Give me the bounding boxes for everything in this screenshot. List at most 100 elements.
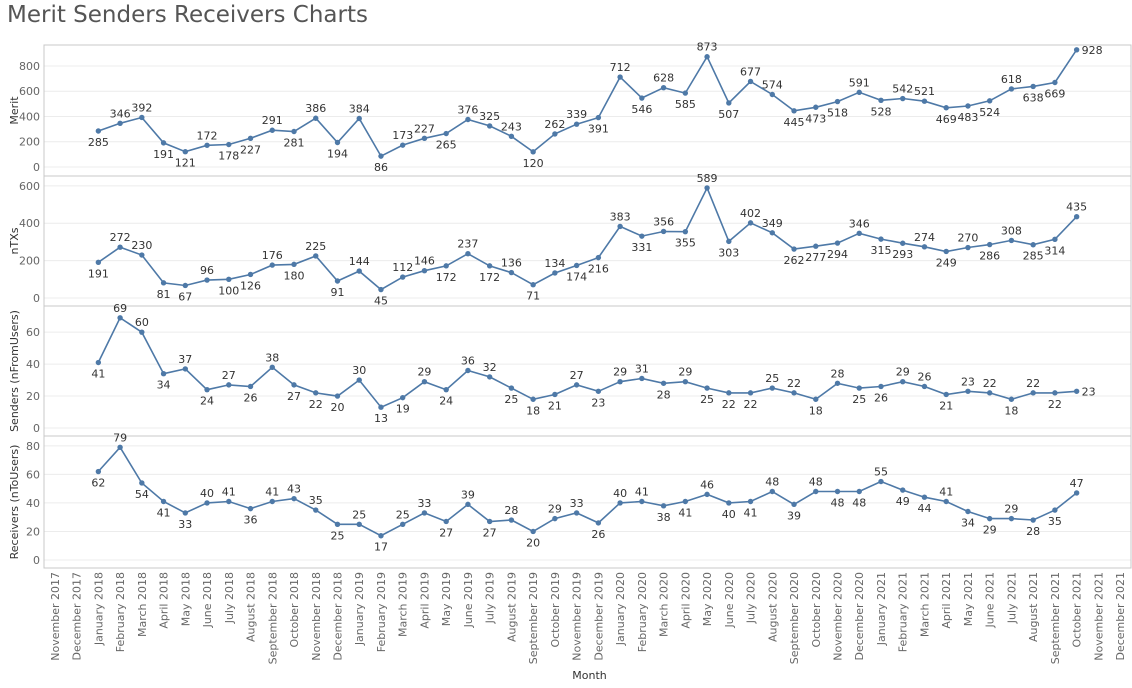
data-point <box>986 241 993 248</box>
data-point <box>465 367 471 374</box>
data-point <box>334 278 341 284</box>
data-label: 134 <box>544 257 565 270</box>
data-label: 44 <box>917 502 931 515</box>
data-point <box>682 90 689 96</box>
data-label: 27 <box>222 369 236 382</box>
data-point <box>878 383 884 390</box>
x-tick-label: November 2019 <box>571 572 584 661</box>
data-point <box>660 228 667 235</box>
x-tick-label: February 2020 <box>636 572 649 652</box>
x-tick-label: December 2021 <box>1114 572 1127 661</box>
data-label: 126 <box>240 279 261 292</box>
data-label: 20 <box>330 401 344 414</box>
data-point <box>747 78 754 85</box>
data-label: 21 <box>939 399 953 412</box>
data-point <box>421 378 428 385</box>
data-point <box>486 374 493 380</box>
y-tick-label: 600 <box>19 180 40 193</box>
panel-frame <box>43 435 1132 569</box>
x-tick-label: March 2019 <box>397 572 410 637</box>
data-label: 225 <box>305 240 326 253</box>
data-label: 144 <box>349 255 370 268</box>
data-label: 262 <box>784 254 805 267</box>
x-tick-label: May 2018 <box>179 572 192 626</box>
data-label: 112 <box>392 261 413 274</box>
data-point <box>334 521 341 528</box>
x-tick-label: December 2019 <box>592 572 605 661</box>
data-point <box>117 315 123 321</box>
x-tick-label: February 2021 <box>897 572 910 652</box>
x-tick-label: April 2018 <box>158 572 171 629</box>
data-point <box>400 274 406 280</box>
data-label: 521 <box>914 85 935 98</box>
data-label: 45 <box>374 295 388 308</box>
data-point <box>247 135 254 142</box>
y-axis-label: nTXs <box>8 227 21 254</box>
data-label: 18 <box>526 404 540 417</box>
series-line <box>97 185 1078 291</box>
data-point <box>160 370 167 377</box>
data-point <box>400 142 406 148</box>
data-label: 473 <box>805 112 826 125</box>
data-label: 591 <box>849 76 870 89</box>
data-point <box>247 383 254 390</box>
data-point <box>834 98 841 105</box>
data-label: 46 <box>700 478 714 491</box>
data-label: 25 <box>700 393 714 406</box>
x-tick-label: December 2020 <box>853 572 866 661</box>
data-label: 146 <box>414 255 435 268</box>
data-label: 35 <box>309 494 323 507</box>
data-point <box>595 114 602 121</box>
data-label: 24 <box>200 395 214 408</box>
data-point <box>834 380 841 386</box>
data-label: 25 <box>504 393 518 406</box>
y-tick-label: 400 <box>19 110 40 123</box>
data-point <box>965 103 971 109</box>
data-label: 638 <box>1023 91 1044 104</box>
data-label: 38 <box>657 511 671 524</box>
y-tick-label: 40 <box>26 497 40 510</box>
data-point <box>204 500 210 506</box>
data-label: 33 <box>178 518 192 531</box>
data-label: 60 <box>135 316 149 329</box>
data-label: 21 <box>548 399 562 412</box>
data-point <box>617 74 623 80</box>
data-point <box>508 133 515 140</box>
data-point <box>465 501 471 508</box>
data-label: 628 <box>653 72 674 85</box>
data-point <box>769 385 775 391</box>
data-label: 48 <box>809 476 823 489</box>
data-point <box>573 262 580 269</box>
data-label: 22 <box>309 398 323 411</box>
x-tick-label: August 2021 <box>1027 572 1040 642</box>
x-tick-label: July 2018 <box>223 572 236 624</box>
data-point <box>1030 83 1036 90</box>
data-point <box>726 100 732 106</box>
data-point <box>247 505 254 512</box>
data-label: 136 <box>501 257 522 270</box>
data-point <box>443 518 449 525</box>
data-point <box>1073 47 1080 53</box>
x-tick-label: November 2018 <box>310 572 323 661</box>
data-label: 27 <box>439 526 453 539</box>
data-point <box>465 251 471 257</box>
data-label: 589 <box>697 172 718 185</box>
x-tick-label: August 2020 <box>766 572 779 642</box>
data-point <box>704 385 710 391</box>
data-label: 23 <box>961 375 975 388</box>
data-label: 285 <box>88 136 109 149</box>
data-point <box>160 140 167 146</box>
data-label: 402 <box>740 207 761 220</box>
y-tick-label: 200 <box>19 255 40 268</box>
data-point <box>595 254 602 261</box>
data-label: 618 <box>1001 73 1022 86</box>
x-tick-label: November 2017 <box>49 572 62 661</box>
x-tick-label: August 2019 <box>505 572 518 642</box>
x-tick-label: July 2019 <box>484 572 497 624</box>
data-point <box>465 116 471 123</box>
data-point <box>726 500 732 506</box>
data-label: 230 <box>131 239 152 252</box>
data-point <box>704 185 710 191</box>
data-point <box>313 390 319 396</box>
y-tick-label: 0 <box>33 554 40 567</box>
